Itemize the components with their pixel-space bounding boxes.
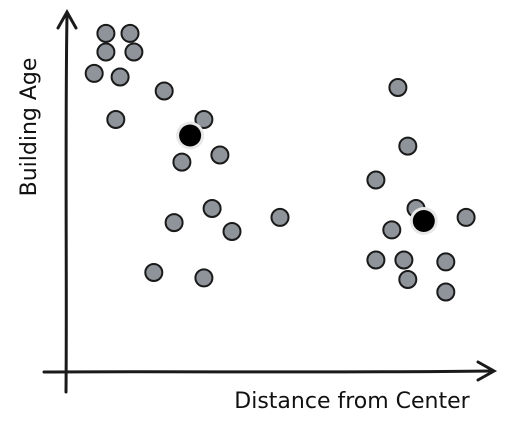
data-point [398, 270, 418, 289]
centroid-point [179, 124, 202, 147]
data-point [154, 81, 174, 101]
data-point [436, 282, 456, 302]
data-points [84, 23, 476, 302]
data-point [210, 145, 230, 165]
x-axis-line [42, 369, 494, 374]
data-point [194, 110, 214, 129]
x-axis-label: Distance from Center [234, 389, 470, 414]
data-point [106, 110, 126, 129]
data-point [394, 250, 414, 270]
data-point [436, 252, 456, 272]
data-point [366, 170, 386, 190]
data-point [96, 23, 116, 43]
data-point [124, 42, 144, 62]
data-point [144, 263, 164, 282]
data-point [270, 207, 290, 227]
y-axis-label: Building Age [17, 58, 42, 197]
centroid-points [176, 121, 438, 235]
data-point [164, 213, 184, 233]
data-point [96, 42, 116, 62]
data-point [456, 207, 476, 227]
data-point [84, 63, 104, 83]
centroid-point [412, 210, 435, 232]
data-point [382, 220, 402, 240]
data-point [222, 222, 242, 241]
x-axis-arrowhead [476, 360, 498, 382]
y-axis-line [64, 12, 69, 394]
data-point [366, 250, 386, 270]
axes [42, 8, 498, 394]
data-point [398, 136, 418, 156]
data-point [110, 67, 130, 87]
data-point [172, 152, 192, 172]
data-point [120, 23, 140, 43]
data-point [388, 78, 408, 97]
y-axis-arrowhead [56, 8, 78, 30]
data-point [202, 199, 222, 218]
data-point [194, 268, 214, 288]
